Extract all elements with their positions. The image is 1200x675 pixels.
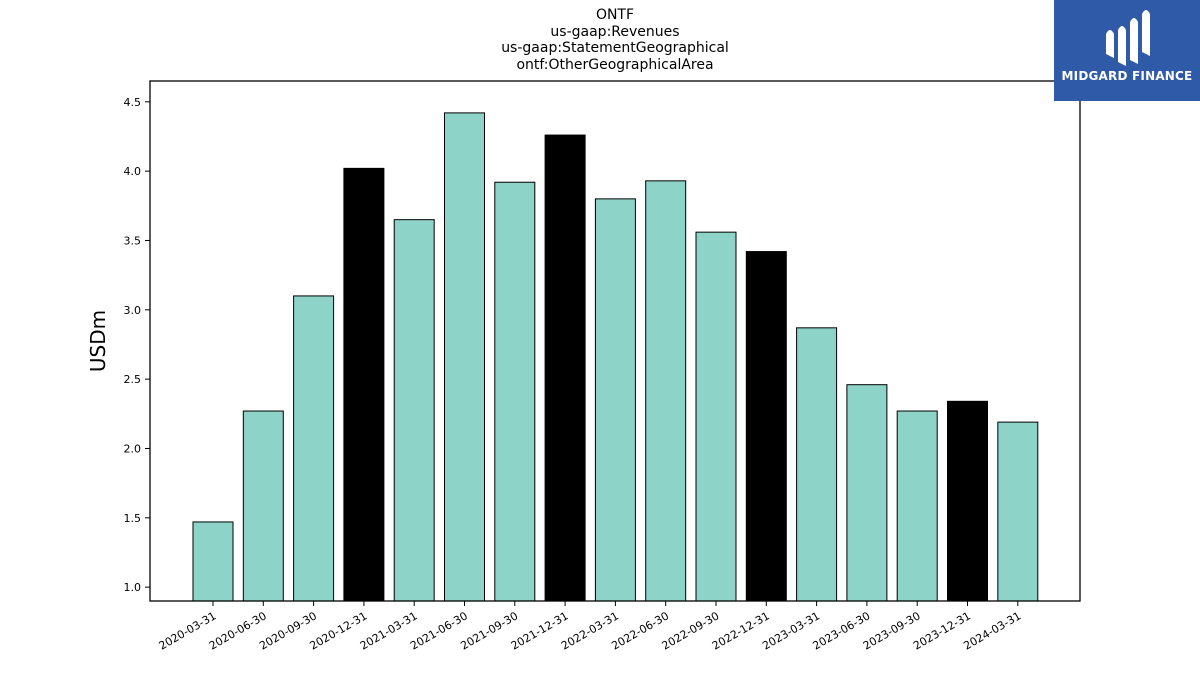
y-tick-label: 3.0 — [124, 304, 142, 317]
bar — [192, 521, 234, 602]
bar — [594, 198, 636, 602]
chart-title-line: ONTF — [595, 7, 635, 23]
bar — [494, 181, 536, 602]
bar — [293, 295, 335, 602]
x-tick-label: 2024-03-31 — [961, 609, 1023, 652]
y-tick-label: 1.5 — [124, 512, 142, 525]
chart-subtitle-line: us-gaap:StatementGeographical — [501, 40, 729, 56]
bar — [745, 251, 787, 602]
y-tick-label: 4.5 — [124, 96, 142, 109]
y-tick-label: 1.0 — [124, 581, 142, 594]
bar — [796, 327, 838, 602]
bar — [947, 400, 988, 602]
brand-logo: MIDGARD FINANCE — [1054, 0, 1200, 101]
chart-subtitle-line: ontf:OtherGeographicalArea — [516, 56, 714, 73]
chart-subtitle-line: us-gaap:Revenues — [550, 23, 680, 40]
bar — [242, 410, 284, 602]
bar — [997, 421, 1039, 602]
bar — [444, 112, 485, 602]
y-tick-label: 4.0 — [124, 165, 142, 178]
bar — [695, 231, 737, 602]
y-tick-label: 2.5 — [124, 373, 142, 386]
bar — [645, 180, 687, 602]
bar — [896, 410, 938, 602]
logo-mark-icon — [1106, 10, 1150, 66]
bar — [343, 167, 385, 602]
bar — [393, 219, 435, 602]
bar — [544, 134, 586, 602]
logo-text: MIDGARD FINANCE — [1061, 69, 1193, 83]
y-tick-label: 3.5 — [124, 234, 142, 247]
chart-title: ONTF us-gaap:Revenues us-gaap:StatementG… — [415, 7, 815, 73]
bar — [846, 384, 888, 602]
y-tick-label: 2.0 — [124, 442, 142, 455]
y-axis-label: USDm — [86, 310, 110, 372]
